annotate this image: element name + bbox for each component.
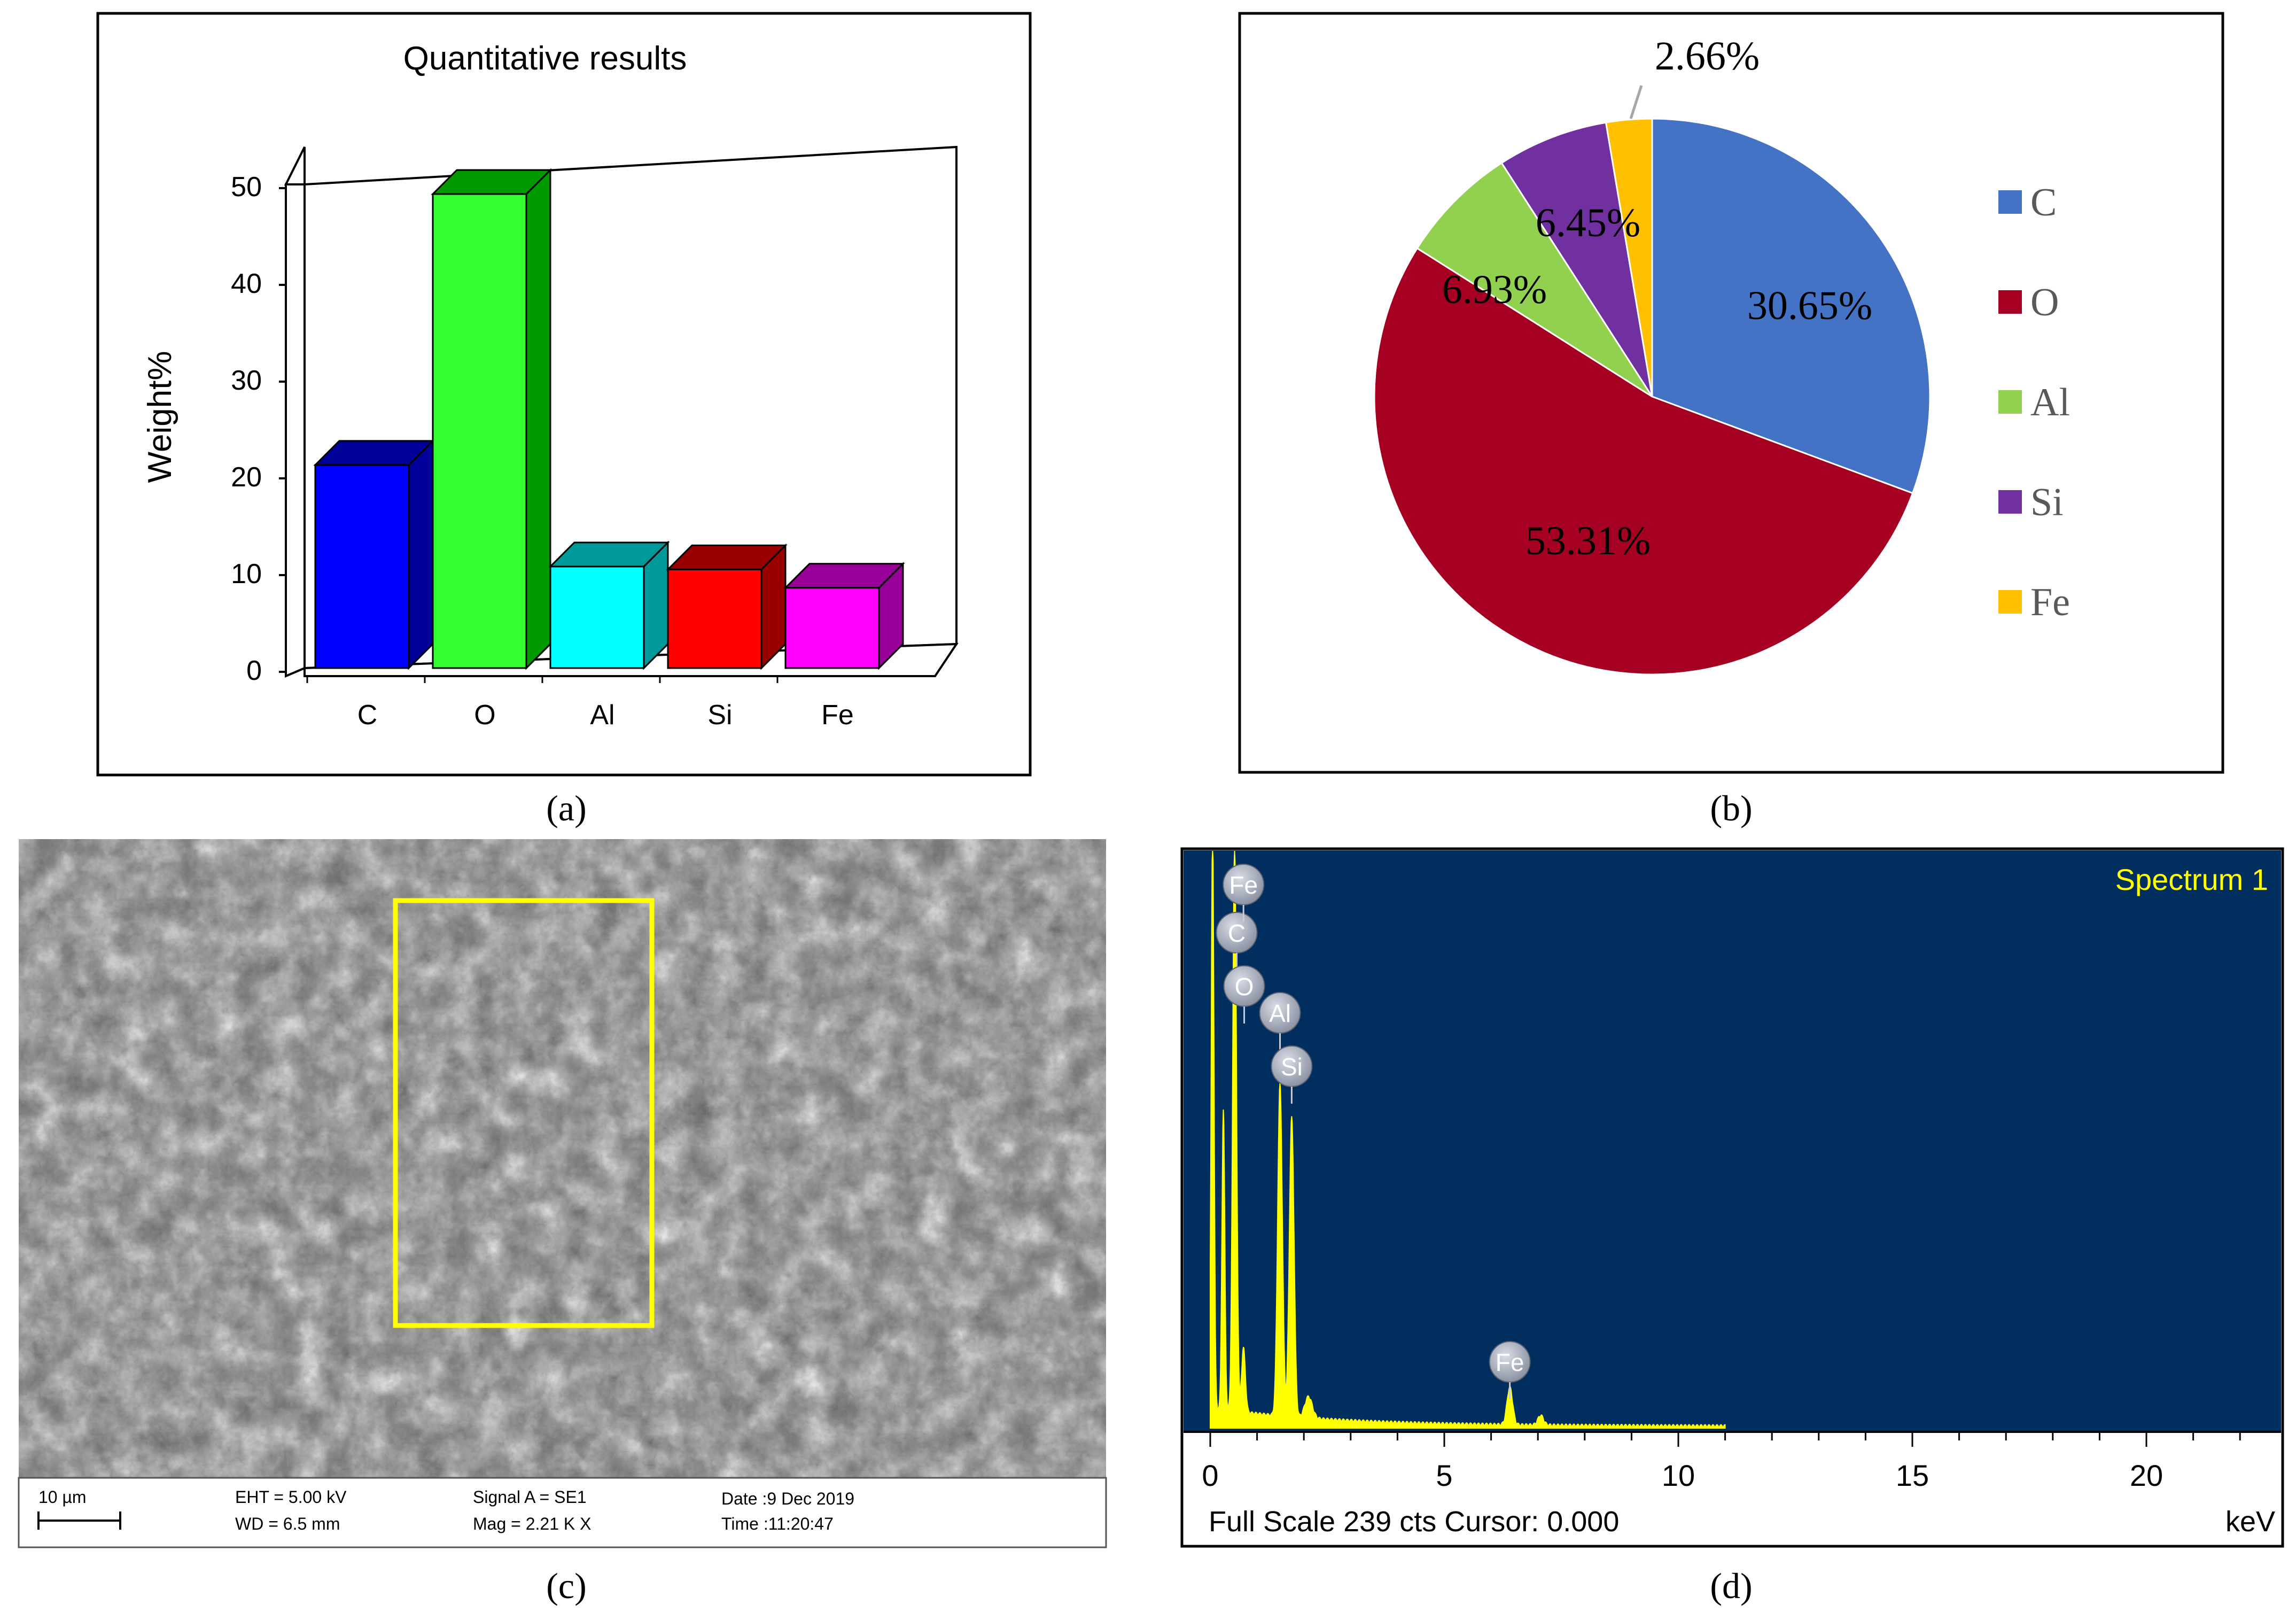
bar-front bbox=[314, 464, 410, 669]
bar-front bbox=[432, 193, 527, 669]
bar-y-tick-label: 30 bbox=[231, 365, 262, 396]
bar-x-tick-label: C bbox=[357, 700, 378, 731]
legend-label-al: Al bbox=[2030, 381, 2070, 424]
peak-marker-fe: Fe bbox=[1489, 1341, 1531, 1399]
spectrum-trace bbox=[1210, 850, 1726, 1429]
pie-slice-o bbox=[1373, 247, 1914, 676]
spectrum-x-tick-label: 10 bbox=[1662, 1459, 1695, 1492]
panel-label-b: (b) bbox=[1710, 788, 1752, 828]
bar-y-tick-label: 40 bbox=[231, 268, 262, 299]
bar-side bbox=[525, 168, 551, 670]
bar-x-tick-label: Fe bbox=[821, 700, 854, 731]
panel-label-c: (c) bbox=[546, 1565, 586, 1606]
spectrum-x-tick-label: 5 bbox=[1436, 1459, 1452, 1492]
bar-x-tick-label: O bbox=[474, 700, 495, 731]
spectrum-peak-markers: CO Al Si Fe Fe bbox=[1216, 864, 1531, 1399]
peak-marker-label: Fe bbox=[1496, 1348, 1524, 1376]
peak-marker-fe: Fe bbox=[1223, 864, 1265, 922]
panel-c: 10 µm EHT = 5.00 kV WD = 6.5 mm Signal A… bbox=[18, 839, 1107, 1548]
spectrum-x-tick-label: 0 bbox=[1202, 1459, 1218, 1492]
peak-marker-label: Fe bbox=[1229, 871, 1258, 899]
pie-data-label: 53.31% bbox=[1526, 518, 1651, 563]
sem-time: Time :11:20:47 bbox=[721, 1514, 834, 1533]
legend-label-c: C bbox=[2030, 181, 2057, 224]
legend-swatch-fe bbox=[1998, 590, 2022, 614]
bar-front bbox=[549, 565, 645, 669]
bar-fe bbox=[783, 562, 905, 670]
spectrum-series bbox=[1210, 850, 1726, 1429]
legend-swatch-si bbox=[1998, 490, 2022, 514]
sem-info-bar bbox=[18, 1477, 1107, 1548]
peak-marker-c: C bbox=[1216, 912, 1258, 970]
bar-x-tick-label: Si bbox=[707, 700, 732, 731]
legend-label-fe: Fe bbox=[2030, 580, 2070, 624]
panel-d: Spectrum 1 CO Al Si Fe Fe 0 5 10 15 20 Full Scal… bbox=[1180, 847, 2284, 1548]
panel-b: 30.65% 53.31% 6.93% 6.45% 2.66% C O Al Si Fe bbox=[1238, 12, 2224, 774]
region-of-interest-box bbox=[393, 898, 655, 1328]
spectrum-plot-area bbox=[1184, 850, 2281, 1432]
bar-front bbox=[784, 587, 880, 669]
peak-marker-label: Al bbox=[1269, 999, 1291, 1027]
bar-y-label: Weight% bbox=[142, 351, 178, 483]
bar-marks bbox=[313, 168, 905, 670]
pie-slice-al bbox=[1416, 161, 1653, 398]
sem-date: Date :9 Dec 2019 bbox=[721, 1489, 854, 1508]
panel-label-d: (d) bbox=[1710, 1565, 1752, 1606]
pie-slice-fe bbox=[1605, 118, 1653, 397]
legend-swatch-al bbox=[1998, 390, 2022, 414]
peak-marker-label: O bbox=[1235, 973, 1254, 1001]
pie-data-label: 30.65% bbox=[1747, 283, 1872, 328]
sem-eht: EHT = 5.00 kV bbox=[235, 1487, 347, 1507]
pie-marks: 30.65% 53.31% 6.93% 6.45% 2.66% bbox=[1373, 34, 1931, 676]
left-wall bbox=[285, 183, 306, 678]
peak-marker-label: Si bbox=[1281, 1053, 1303, 1081]
pie-slice-si bbox=[1500, 121, 1653, 397]
bar-y-tick-label: 10 bbox=[231, 559, 262, 590]
bar-si bbox=[666, 543, 788, 670]
bar-x-ticks: C O Al Si Fe bbox=[306, 676, 854, 731]
bar-front bbox=[667, 568, 762, 669]
spectrum-footer: Full Scale 239 cts Cursor: 0.000 bbox=[1209, 1506, 1619, 1538]
sem-wd: WD = 6.5 mm bbox=[235, 1514, 340, 1533]
spectrum-x-tick-label: 20 bbox=[2130, 1459, 2163, 1492]
pie-leader-line bbox=[1629, 85, 1643, 119]
bar-o bbox=[431, 168, 552, 670]
pie-data-label: 6.45% bbox=[1536, 200, 1640, 245]
panel-a: Quantitative results 0 10 20 30 40 50 C O Al Si F… bbox=[96, 12, 1032, 777]
panel-label-a: (a) bbox=[546, 788, 586, 828]
legend-swatch-o bbox=[1998, 290, 2022, 314]
bar-al bbox=[548, 540, 670, 670]
legend-label-o: O bbox=[2030, 281, 2059, 324]
legend-label-si: Si bbox=[2030, 480, 2064, 524]
pie-slice-c bbox=[1651, 118, 1931, 494]
bar-y-axis: 0 10 20 30 40 50 bbox=[231, 172, 286, 686]
bar-chart-title: Quantitative results bbox=[403, 40, 687, 77]
spectrum-title: Spectrum 1 bbox=[2115, 863, 2268, 896]
peak-marker-al: Al bbox=[1259, 992, 1301, 1050]
sem-signal: Signal A = SE1 bbox=[473, 1487, 587, 1507]
pie-legend: C O Al Si Fe bbox=[1998, 181, 2070, 624]
peak-marker-label: C bbox=[1228, 919, 1246, 947]
peak-marker-si: Si bbox=[1271, 1045, 1313, 1104]
bar-y-tick-label: 0 bbox=[246, 655, 262, 686]
spectrum-x-label: keV bbox=[2225, 1506, 2275, 1538]
spectrum-x-ticks: 0 5 10 15 20 bbox=[1202, 1433, 2241, 1492]
bar-side bbox=[408, 439, 434, 670]
pie-data-label: 2.66% bbox=[1655, 34, 1760, 79]
spectrum-x-tick-label: 15 bbox=[1896, 1459, 1929, 1492]
pie-data-label: 6.93% bbox=[1442, 267, 1547, 312]
bar-y-tick-label: 20 bbox=[231, 462, 262, 493]
bar-y-tick-label: 50 bbox=[231, 172, 262, 203]
peak-marker-o: O bbox=[1223, 965, 1265, 1024]
bar-x-tick-label: Al bbox=[590, 700, 614, 731]
bar-c bbox=[313, 439, 435, 670]
sem-mag: Mag = 2.21 K X bbox=[473, 1514, 591, 1533]
legend-swatch-c bbox=[1998, 190, 2022, 214]
scale-bar-label: 10 µm bbox=[38, 1487, 87, 1507]
